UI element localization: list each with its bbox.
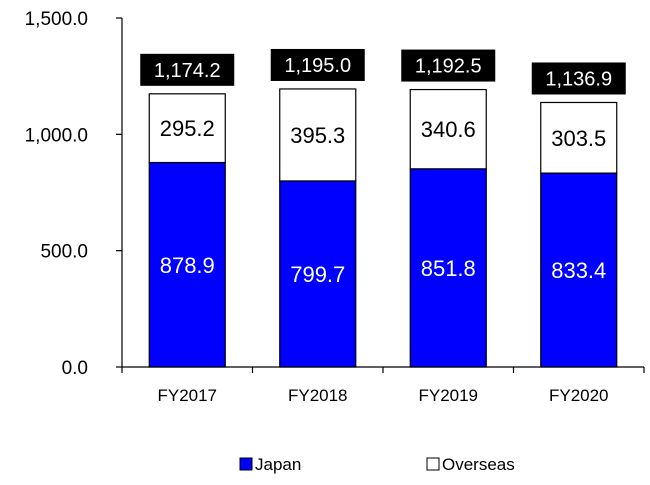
y-tick-label: 500.0 — [40, 242, 88, 263]
bar-overseas — [148, 93, 226, 164]
overseas-value-label: 303.5 — [551, 126, 606, 151]
overseas-value-label: 395.3 — [290, 123, 345, 148]
bar-overseas — [540, 101, 618, 174]
japan-value-label: 799.7 — [290, 262, 345, 287]
legend-label: Japan — [255, 455, 301, 474]
japan-value-label: 833.4 — [551, 258, 606, 283]
labels: 878.9 295.2 1,174.2 FY2017 799.7 395.3 1,195.0… — [140, 48, 626, 405]
total-label: 1,195.0 — [284, 55, 351, 77]
bars — [148, 88, 618, 368]
legend: Japan Overseas — [239, 455, 515, 474]
bar-japan — [148, 161, 226, 368]
legend-swatch — [426, 457, 440, 471]
bar-overseas — [279, 88, 357, 182]
x-tick-label: FY2020 — [549, 386, 609, 405]
total-label-box — [140, 53, 235, 86]
legend-swatch — [239, 457, 253, 471]
overseas-value-label: 340.6 — [421, 117, 476, 142]
x-tick-label: FY2017 — [157, 386, 217, 405]
total-label: 1,136.9 — [545, 68, 612, 90]
bar-japan — [540, 172, 618, 368]
y-tick-label: 1,500.0 — [25, 9, 88, 30]
y-tick-label: 1,000.0 — [25, 125, 88, 146]
x-tick-label: FY2018 — [288, 386, 348, 405]
legend-label: Overseas — [442, 455, 515, 474]
total-label-box — [270, 48, 365, 81]
total-label: 1,174.2 — [154, 60, 221, 82]
japan-value-label: 878.9 — [160, 253, 215, 278]
japan-value-label: 851.8 — [421, 256, 476, 281]
bar-japan — [279, 180, 357, 368]
overseas-value-label: 295.2 — [160, 116, 215, 141]
total-label: 1,192.5 — [415, 56, 482, 78]
total-label-box — [401, 49, 496, 82]
y-tick-label: 0.0 — [62, 358, 88, 379]
bar-overseas — [409, 88, 487, 170]
total-label-box — [531, 62, 626, 95]
x-tick-label: FY2019 — [418, 386, 478, 405]
